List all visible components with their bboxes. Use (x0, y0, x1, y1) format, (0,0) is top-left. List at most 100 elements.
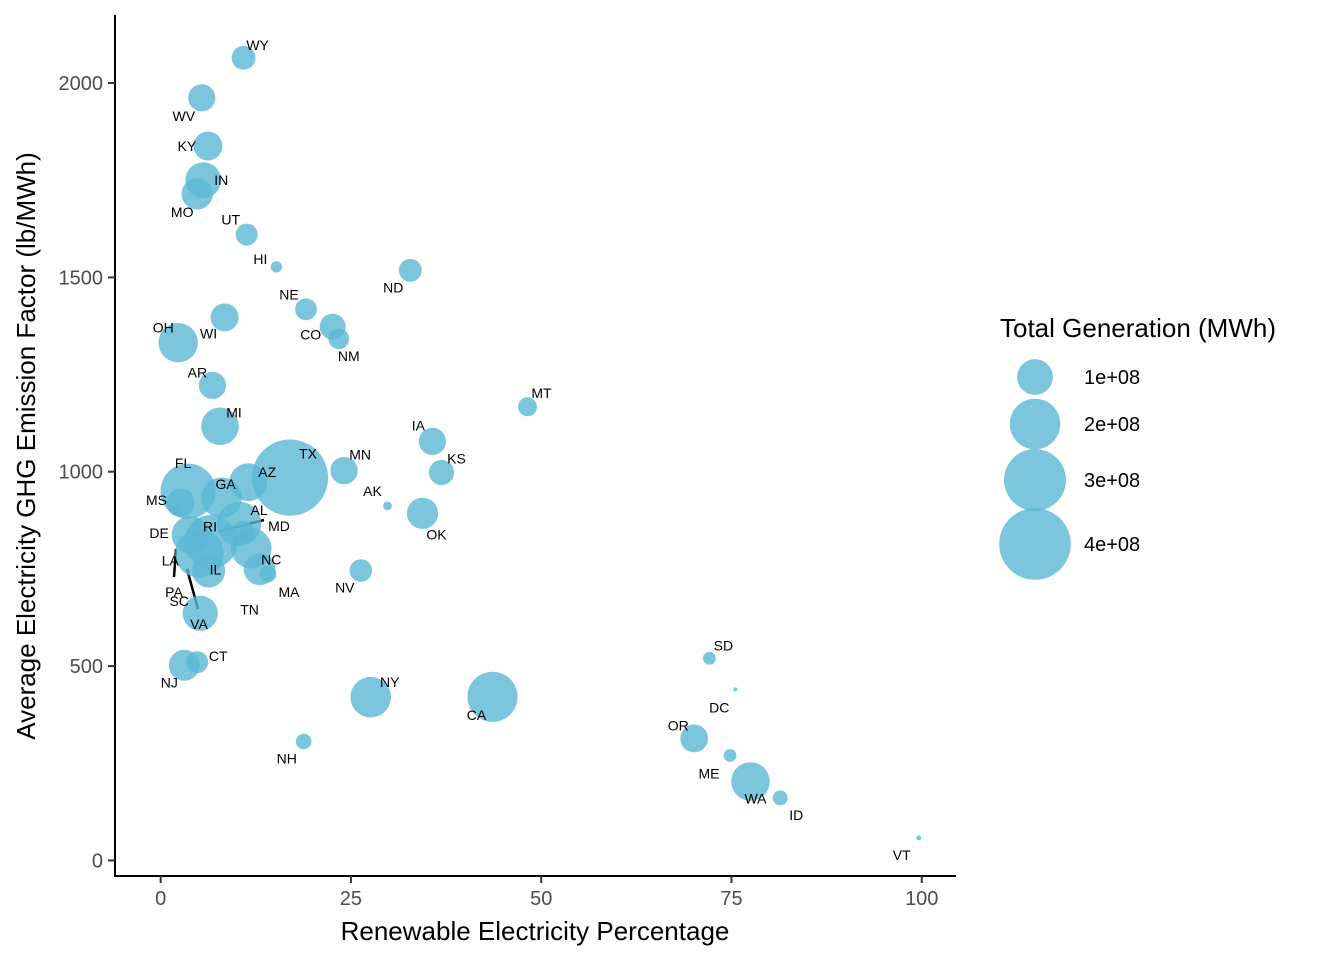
state-label-il: IL (210, 561, 222, 577)
state-label-oh: OH (153, 320, 174, 336)
state-label-tn: TN (240, 601, 259, 617)
x-axis-ticks: 0 25 50 75 100 (155, 876, 938, 910)
bubble-ky (193, 131, 223, 161)
state-label-wa: WA (744, 791, 767, 807)
state-label-hi: HI (253, 251, 267, 267)
x-tick-label: 25 (340, 888, 362, 910)
bubble-ks (428, 459, 455, 486)
state-label-ar: AR (188, 364, 207, 380)
state-label-wy: WY (246, 37, 269, 53)
state-label-ak: AK (363, 483, 382, 499)
state-label-ks: KS (447, 451, 466, 467)
legend-bubble (1017, 359, 1053, 395)
x-tick-label: 75 (720, 888, 742, 910)
state-label-nd: ND (383, 279, 403, 295)
bubble-mo (181, 178, 213, 210)
bubble-wy (231, 45, 256, 70)
x-axis-title: Renewable Electricity Percentage (341, 916, 730, 946)
state-label-nm: NM (338, 348, 360, 364)
bubble-nd (398, 258, 422, 282)
y-tick-label: 0 (92, 850, 103, 872)
state-label-mo: MO (171, 204, 194, 220)
bubble-wa (731, 762, 770, 801)
bubble-nh (295, 733, 312, 750)
state-label-ky: KY (178, 138, 197, 154)
bubble-ut (235, 223, 258, 246)
y-axis-title: Average Electricity GHG Emission Factor … (11, 152, 41, 740)
x-tick-label: 0 (155, 888, 166, 910)
bubble-mn (330, 456, 358, 485)
state-label-md: MD (268, 518, 290, 534)
state-label-ri: RI (203, 518, 217, 534)
size-legend: Total Generation (MWh) 1e+08 2e+08 3e+08 4e… (999, 313, 1276, 580)
state-label-de: DE (149, 525, 168, 541)
state-label-id: ID (789, 807, 803, 823)
bubble-or (680, 724, 709, 753)
bubble-de (170, 504, 181, 515)
bubble-ar (198, 371, 226, 399)
state-label-ca: CA (467, 707, 487, 723)
state-label-az: AZ (258, 464, 276, 480)
bubble-dc (733, 687, 738, 692)
state-label-ms: MS (146, 492, 167, 508)
bubble-wi (210, 303, 239, 332)
state-label-or: OR (668, 717, 689, 733)
bubble-ma (259, 565, 277, 583)
bubble-ri (192, 518, 204, 529)
bubble-hi (270, 261, 283, 273)
bubble-mi (201, 407, 239, 446)
bubble-va (192, 554, 226, 588)
bubble-wv (188, 84, 216, 112)
bubble-id (772, 790, 788, 806)
legend-title: Total Generation (MWh) (1000, 313, 1276, 343)
state-label-ne: NE (279, 286, 298, 302)
state-label-ia: IA (412, 417, 426, 433)
bubble-sd (703, 651, 716, 665)
bubble-me (723, 749, 737, 762)
y-tick-label: 2000 (59, 73, 104, 95)
legend-bubble (1004, 449, 1066, 511)
state-label-tx: TX (299, 446, 318, 462)
legend-label: 2e+08 (1084, 414, 1140, 436)
bubble-ct (186, 651, 209, 674)
state-label-ma: MA (279, 584, 301, 600)
state-label-nc: NC (261, 551, 281, 567)
state-label-mn: MN (349, 447, 371, 463)
state-label-layer: WY WV KY IN MO UT HI ND NE WI CO NM OH AR MT MI IA MN KS TX… (146, 37, 911, 863)
state-label-ut: UT (221, 212, 240, 228)
state-label-ct: CT (209, 648, 228, 664)
state-label-in: IN (214, 172, 228, 188)
bubble-ak (383, 501, 392, 511)
state-label-fl: FL (175, 455, 192, 471)
y-tick-label: 1500 (59, 267, 104, 289)
bubble-ok (406, 497, 439, 529)
legend-label: 4e+08 (1084, 534, 1140, 556)
state-label-wv: WV (173, 108, 196, 124)
state-label-nh: NH (277, 751, 297, 767)
bubble-ia (418, 427, 446, 455)
bubble-az (229, 463, 268, 502)
bubble-nv (349, 559, 373, 582)
x-tick-label: 50 (530, 888, 552, 910)
state-label-pa: PA (165, 584, 183, 600)
state-label-sd: SD (714, 637, 733, 653)
state-label-ga: GA (215, 476, 236, 492)
state-label-al: AL (251, 502, 268, 518)
bubble-layer (158, 45, 922, 841)
y-tick-label: 1000 (59, 462, 104, 484)
bubble-oh (158, 323, 198, 363)
state-label-vt: VT (893, 847, 911, 863)
state-label-co: CO (300, 327, 321, 343)
bubble-ms (166, 488, 195, 517)
state-label-nj: NJ (161, 674, 178, 690)
state-label-sc: SC (169, 593, 188, 609)
legend-label: 1e+08 (1084, 367, 1140, 389)
legend-bubble (1009, 398, 1061, 450)
y-axis-ticks: 0 500 1000 1500 2000 (59, 73, 115, 872)
bubble-ny (350, 676, 392, 718)
state-label-mi: MI (226, 404, 242, 420)
legend-label: 3e+08 (1084, 470, 1140, 492)
y-tick-label: 500 (70, 656, 103, 678)
state-label-me: ME (699, 766, 720, 782)
state-label-la: LA (162, 553, 180, 569)
